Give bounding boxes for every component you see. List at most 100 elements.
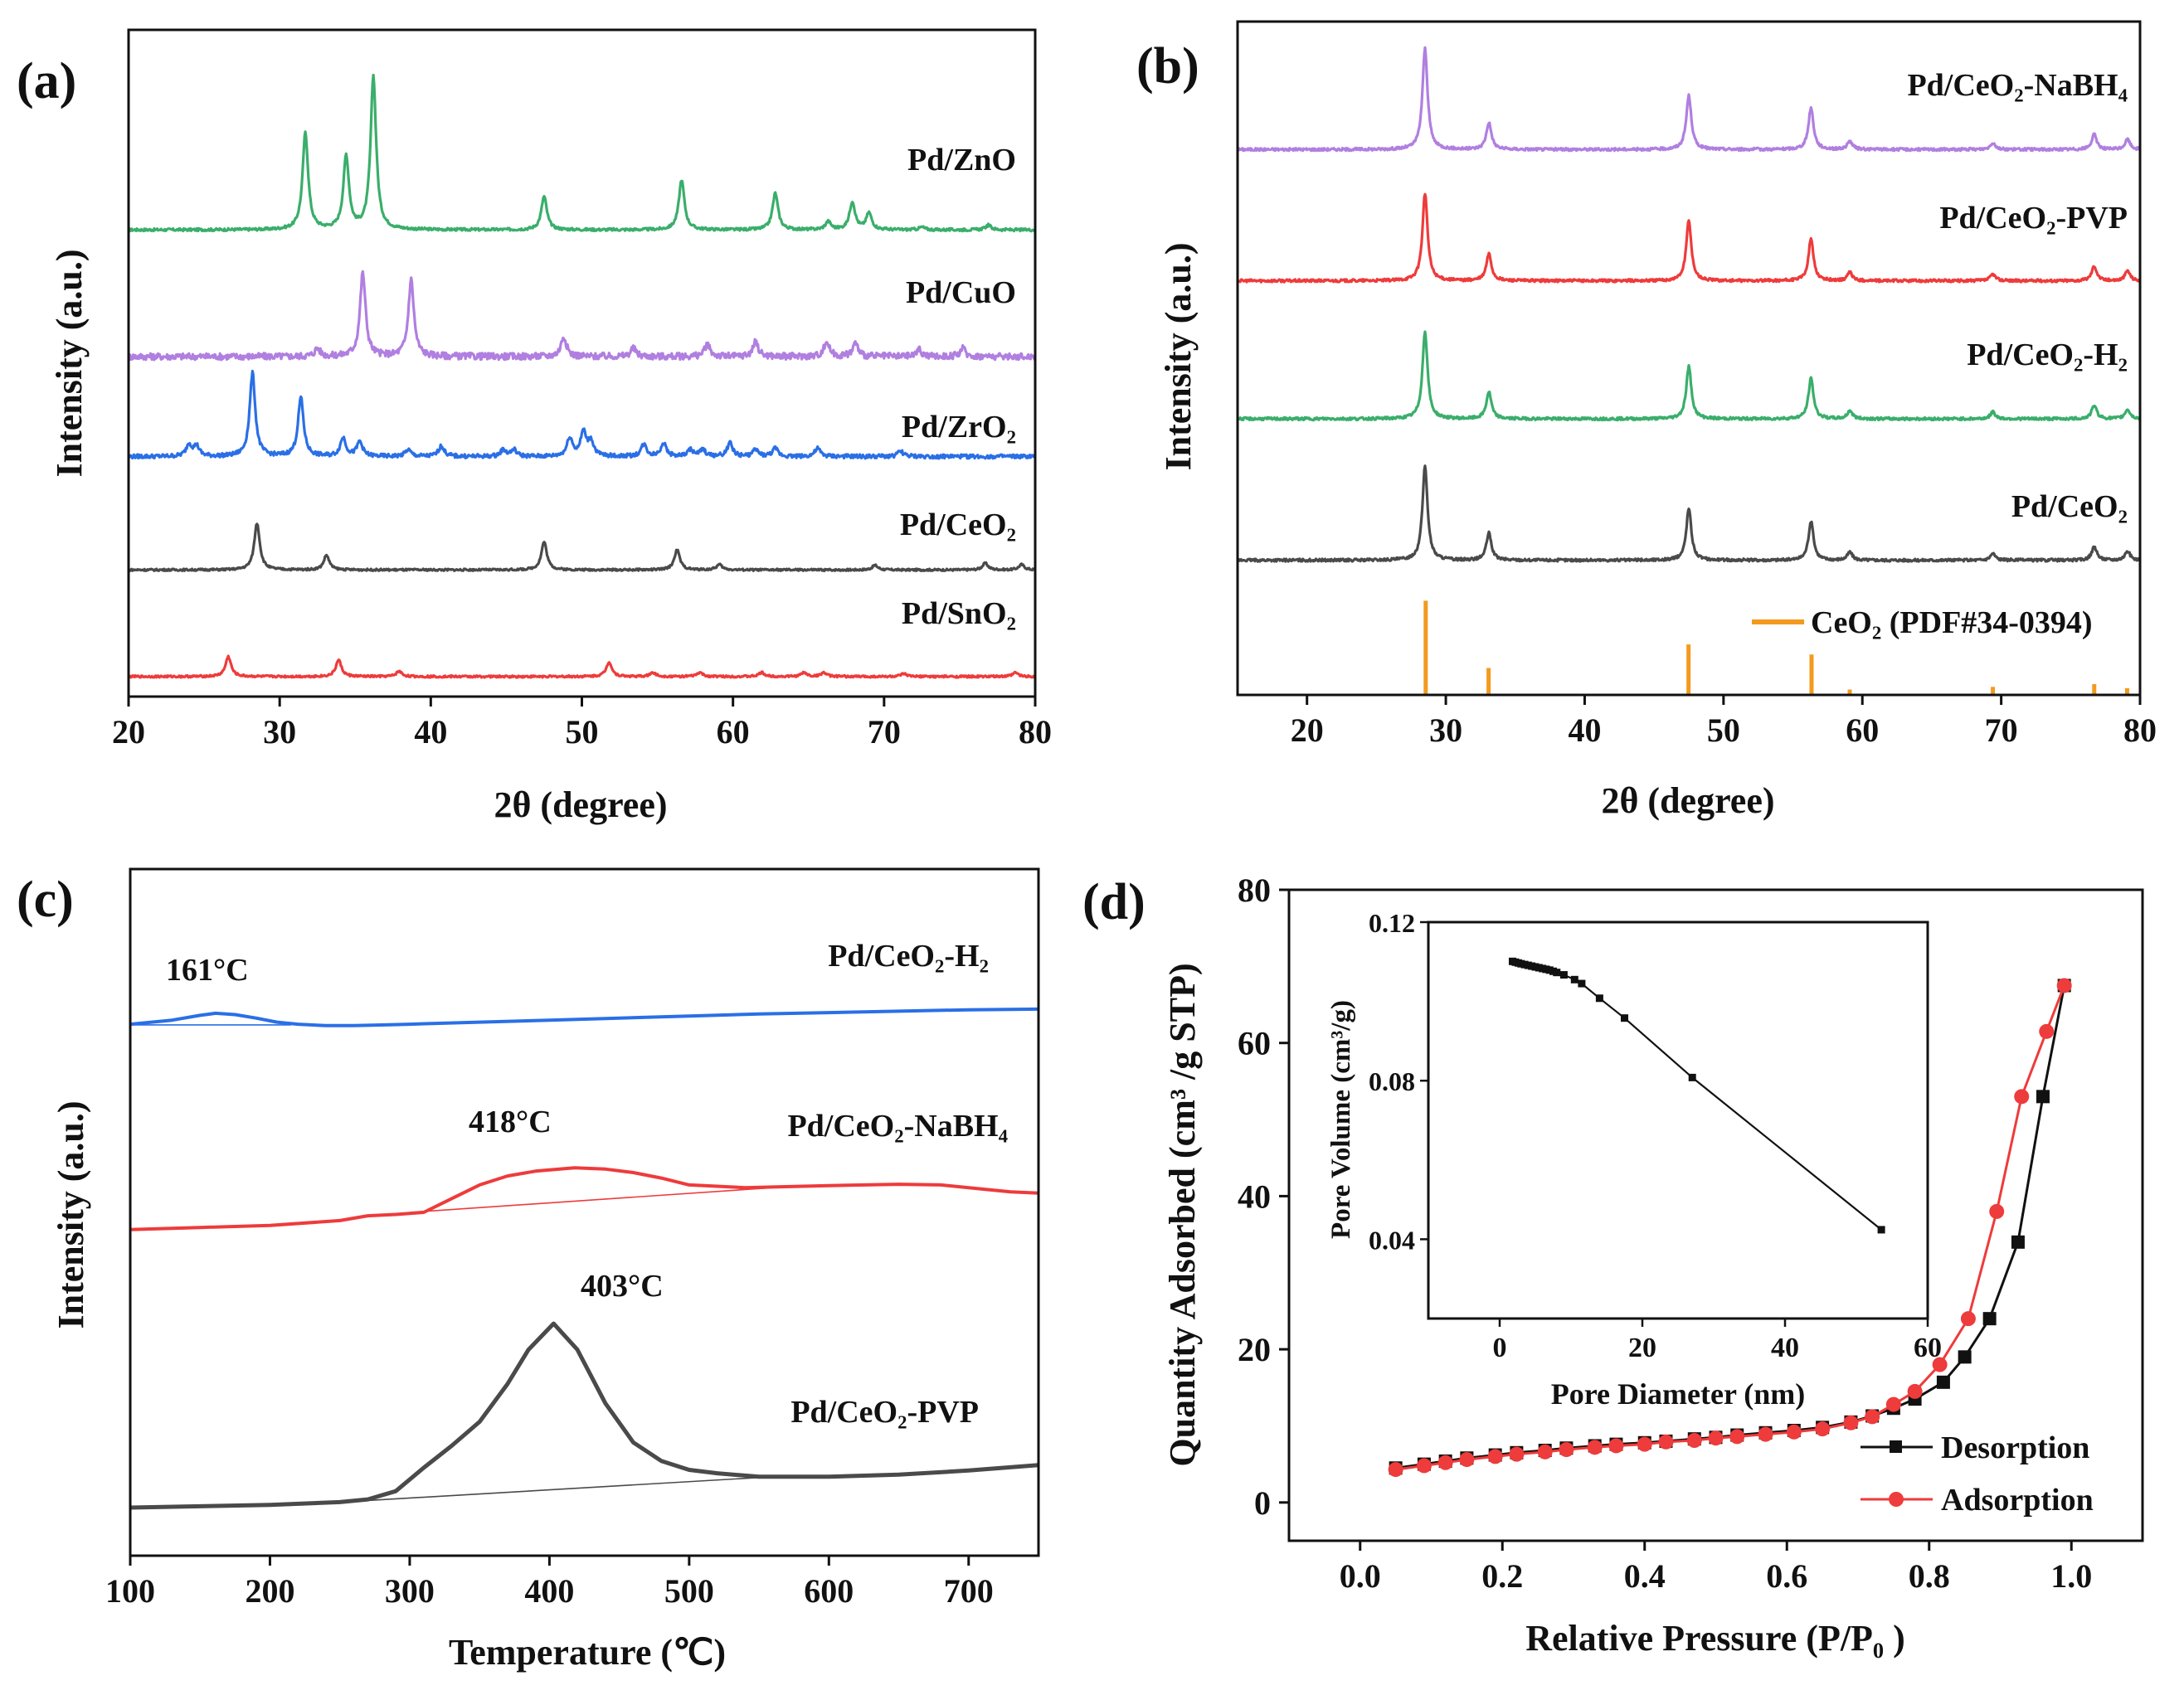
d-inset-point <box>1559 971 1568 979</box>
c-x-tick-label-100: 100 <box>105 1572 155 1610</box>
c-series-line-2 <box>129 1321 1039 1510</box>
d-point-adsorption <box>1708 1430 1724 1446</box>
d-point-adsorption <box>1865 1409 1880 1425</box>
d-inset-x-tick-label-60: 60 <box>1914 1333 1942 1363</box>
panel-label-c: (c) <box>17 872 74 928</box>
d-point-adsorption <box>1885 1396 1901 1412</box>
b-label-nabh4: Pd/CeO₂-NaBH₄ <box>1907 68 2128 103</box>
c-x-ticks: 100 200 300 400 500 600 700 <box>105 1556 994 1610</box>
d-x-tick-label-0.0: 0.0 <box>1340 1557 1381 1595</box>
d-inset-point <box>1621 1014 1628 1022</box>
c-y-axis-title: Intensity (a.u.) <box>51 1100 91 1328</box>
d-inset-y-axis-title: Pore Volume (cm³/g) <box>1326 1000 1356 1239</box>
c-x-tick-label-500: 500 <box>664 1572 714 1610</box>
d-inset-x-tick-label-40: 40 <box>1771 1333 1799 1363</box>
b-series-labels: Pd/CeO₂-NaBH₄ Pd/CeO₂-PVP Pd/CeO₂-H₂ Pd/… <box>1907 68 2128 524</box>
b-label-pvp: Pd/CeO₂-PVP <box>1939 201 2128 236</box>
b-series-line-3 <box>1237 464 2142 563</box>
d-inset-x-axis-title: Pore Diameter (nm) <box>1551 1377 1806 1411</box>
b-plot-frame <box>1236 20 2142 697</box>
d-plot-frame <box>1287 888 2144 1542</box>
d-point-desorption <box>1936 1375 1950 1389</box>
d-x-tick-label-0.4: 0.4 <box>1624 1557 1666 1595</box>
d-point-adsorption <box>1559 1442 1574 1458</box>
d-y-tick-label-20: 20 <box>1238 1331 1271 1368</box>
c-peak-label-418: 418°C <box>469 1105 552 1139</box>
c-baseline-2 <box>339 1475 773 1503</box>
d-legend: Desorption Adsorption <box>1861 1430 2094 1518</box>
a-x-tick-label-80: 80 <box>1019 713 1052 750</box>
d-point-adsorption <box>1932 1357 1948 1372</box>
a-series-line-2 <box>127 369 1037 460</box>
a-label-pd-cuo: Pd/CuO <box>906 275 1016 310</box>
b-y-axis-title: Intensity (a.u.) <box>1158 242 1199 470</box>
a-series-line-3 <box>128 522 1036 572</box>
d-legend-desorption-marker <box>1890 1440 1902 1453</box>
a-series-group <box>127 73 1037 679</box>
a-series-line-4 <box>128 654 1037 679</box>
c-baseline-1 <box>409 1187 773 1213</box>
d-point-desorption <box>1958 1350 1972 1364</box>
c-x-tick-label-600: 600 <box>804 1572 854 1610</box>
a-x-tick-label-30: 30 <box>263 713 296 750</box>
panel-label-d: (d) <box>1082 874 1146 930</box>
d-inset-ticks: 0 20 40 60 0.04 0.08 0.12 <box>1369 908 1942 1363</box>
b-series-line-2 <box>1236 330 2142 422</box>
d-y-tick-label-60: 60 <box>1238 1025 1271 1062</box>
d-inset-y-tick-label-0.08: 0.08 <box>1369 1066 1415 1096</box>
a-x-tick-label-40: 40 <box>414 713 447 750</box>
panel-c: (c) 161°C 418°C 403°C Pd/CeO₂-H₂ Pd/CeO₂… <box>17 867 1040 1673</box>
d-inset-x-tick-label-20: 20 <box>1628 1333 1656 1363</box>
c-plot-frame <box>129 867 1040 1557</box>
a-x-tick-label-50: 50 <box>566 713 599 750</box>
b-x-ticks: 20 30 40 50 60 70 80 <box>1291 695 2157 749</box>
c-x-axis-title: Temperature (℃) <box>449 1632 726 1673</box>
d-x-tick-label-0.6: 0.6 <box>1766 1557 1807 1595</box>
panel-label-b: (b) <box>1136 38 1199 95</box>
d-point-adsorption <box>1487 1449 1503 1464</box>
d-point-adsorption <box>1416 1458 1432 1474</box>
a-label-pd-zno: Pd/ZnO <box>907 143 1016 177</box>
d-series-group <box>1388 978 2072 1478</box>
d-inset-x-tick-label-0: 0 <box>1493 1333 1507 1363</box>
d-inset-point <box>1877 1226 1885 1234</box>
d-ticks: 0.0 0.2 0.4 0.6 0.8 1.0 0 20 40 60 80 <box>1238 872 2092 1595</box>
d-point-adsorption <box>1758 1426 1773 1442</box>
c-peak-label-161: 161°C <box>166 953 249 988</box>
d-point-desorption <box>2036 1090 2050 1104</box>
d-point-adsorption <box>1459 1452 1475 1468</box>
d-x-tick-label-0.2: 0.2 <box>1481 1557 1523 1595</box>
d-point-desorption <box>2011 1235 2025 1249</box>
b-x-tick-label-50: 50 <box>1707 712 1740 749</box>
d-point-adsorption <box>2039 1023 2055 1039</box>
d-point-adsorption <box>1989 1203 2005 1219</box>
d-inset-point <box>1595 994 1603 1003</box>
d-point-adsorption <box>1786 1424 1802 1440</box>
a-x-tick-label-60: 60 <box>717 713 750 750</box>
d-series-line-adsorption <box>1395 984 2066 1471</box>
b-x-tick-label-30: 30 <box>1429 712 1462 749</box>
d-point-adsorption <box>1437 1455 1453 1470</box>
b-series-line-0 <box>1237 46 2142 153</box>
c-label-pvp: Pd/CeO₂-PVP <box>790 1395 979 1430</box>
d-point-adsorption <box>1509 1446 1525 1462</box>
c-x-tick-label-400: 400 <box>524 1572 574 1610</box>
c-peak-label-403: 403°C <box>581 1269 664 1304</box>
b-x-tick-label-20: 20 <box>1291 712 1324 749</box>
d-legend-adsorption-label: Adsorption <box>1941 1483 2094 1518</box>
d-x-tick-label-0.8: 0.8 <box>1909 1557 1950 1595</box>
a-label-pd-zro2: Pd/ZrO₂ <box>902 410 1016 444</box>
d-y-tick-label-80: 80 <box>1238 872 1271 909</box>
d-x-axis-title: Relative Pressure (P/P₀ ) <box>1525 1618 1905 1659</box>
d-inset: 0 20 40 60 0.04 0.08 0.12 Pore Diameter (nm) P… <box>1326 908 1942 1411</box>
c-series-group <box>129 1007 1039 1510</box>
d-y-axis-title: Quantity Adsorbed (cm³ /g STP) <box>1162 963 1203 1466</box>
d-point-adsorption <box>1637 1436 1652 1452</box>
c-x-tick-label-300: 300 <box>385 1572 435 1610</box>
b-series-line-1 <box>1236 192 2142 284</box>
panel-label-a: (a) <box>17 53 76 109</box>
d-point-adsorption <box>1686 1433 1702 1449</box>
a-x-axis-title: 2θ (degree) <box>494 784 667 825</box>
d-point-adsorption <box>1388 1462 1403 1478</box>
